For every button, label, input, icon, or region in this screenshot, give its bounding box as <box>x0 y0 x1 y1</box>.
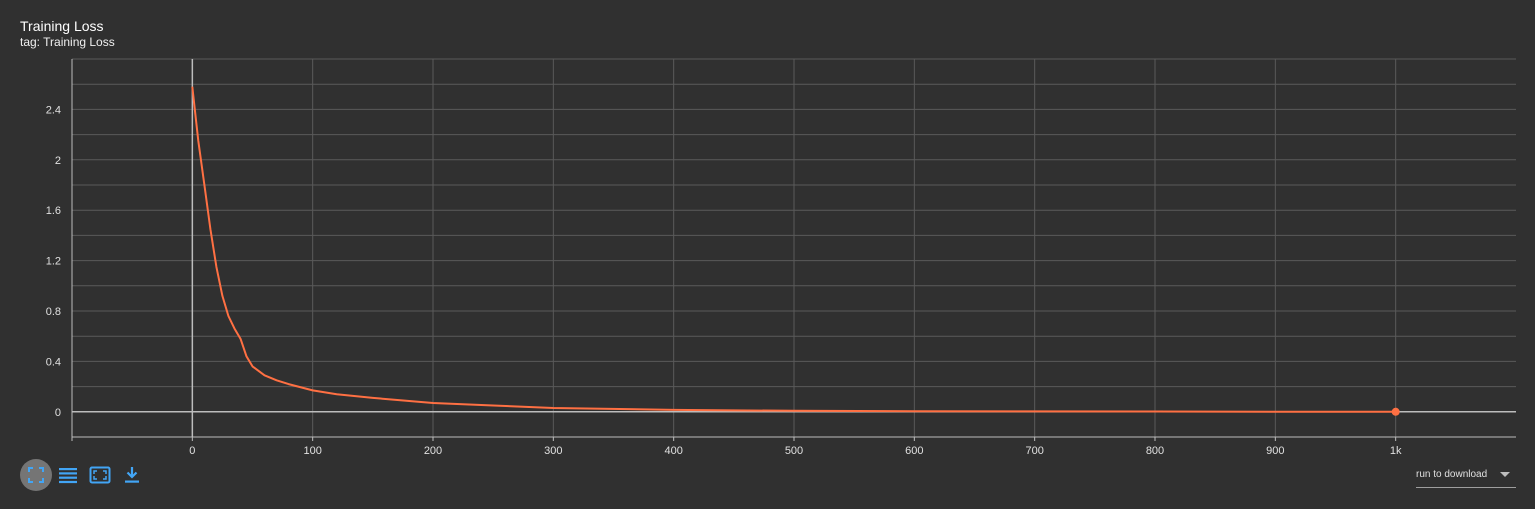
fullscreen-icon <box>28 467 44 483</box>
fullscreen-button[interactable] <box>20 459 52 491</box>
grid-layer <box>72 58 1516 438</box>
x-tick-label: 400 <box>664 445 682 457</box>
chevron-down-icon <box>1500 472 1510 477</box>
chart-toolbar <box>20 459 148 491</box>
x-tick-label: 700 <box>1025 445 1043 457</box>
y-tick-label: 1.2 <box>46 256 61 268</box>
x-tick-label: 800 <box>1146 445 1164 457</box>
y-tick-label: 1.6 <box>46 205 61 217</box>
y-tick-label: 2 <box>55 155 61 167</box>
x-tick-label: 200 <box>424 445 442 457</box>
run-download-select[interactable]: run to download <box>1416 464 1516 488</box>
x-tick-label: 500 <box>785 445 803 457</box>
y-tick-label: 0.4 <box>46 356 61 368</box>
x-tick-label: 600 <box>905 445 923 457</box>
tick-label-layer: 0 0.4 0.8 1.2 1.6 2 2.4 0 100 200 300 400 500 600 700 8… <box>46 104 1402 457</box>
x-tick-label: 300 <box>544 445 562 457</box>
chart-tag: tag: Training Loss <box>20 35 115 49</box>
list-icon <box>59 468 77 484</box>
last-point-marker <box>1391 407 1400 416</box>
x-tick-label: 900 <box>1266 445 1284 457</box>
y-tick-label: 0.8 <box>46 306 61 318</box>
x-tick-label: 1k <box>1390 445 1402 457</box>
loss-series-line <box>191 86 1396 413</box>
fit-domain-icon <box>89 466 111 484</box>
chart-title: Training Loss <box>20 18 104 34</box>
x-tick-label: 0 <box>189 445 195 457</box>
y-tick-label: 0 <box>55 407 61 419</box>
fit-domain-button[interactable] <box>84 459 116 491</box>
series-layer <box>191 86 1400 416</box>
download-button[interactable] <box>116 459 148 491</box>
y-tick-label: 2.4 <box>46 104 61 116</box>
toggle-y-log-button[interactable] <box>52 459 84 491</box>
run-select-label: run to download <box>1416 469 1488 480</box>
x-tick-label: 100 <box>303 445 321 457</box>
download-icon <box>125 467 139 483</box>
